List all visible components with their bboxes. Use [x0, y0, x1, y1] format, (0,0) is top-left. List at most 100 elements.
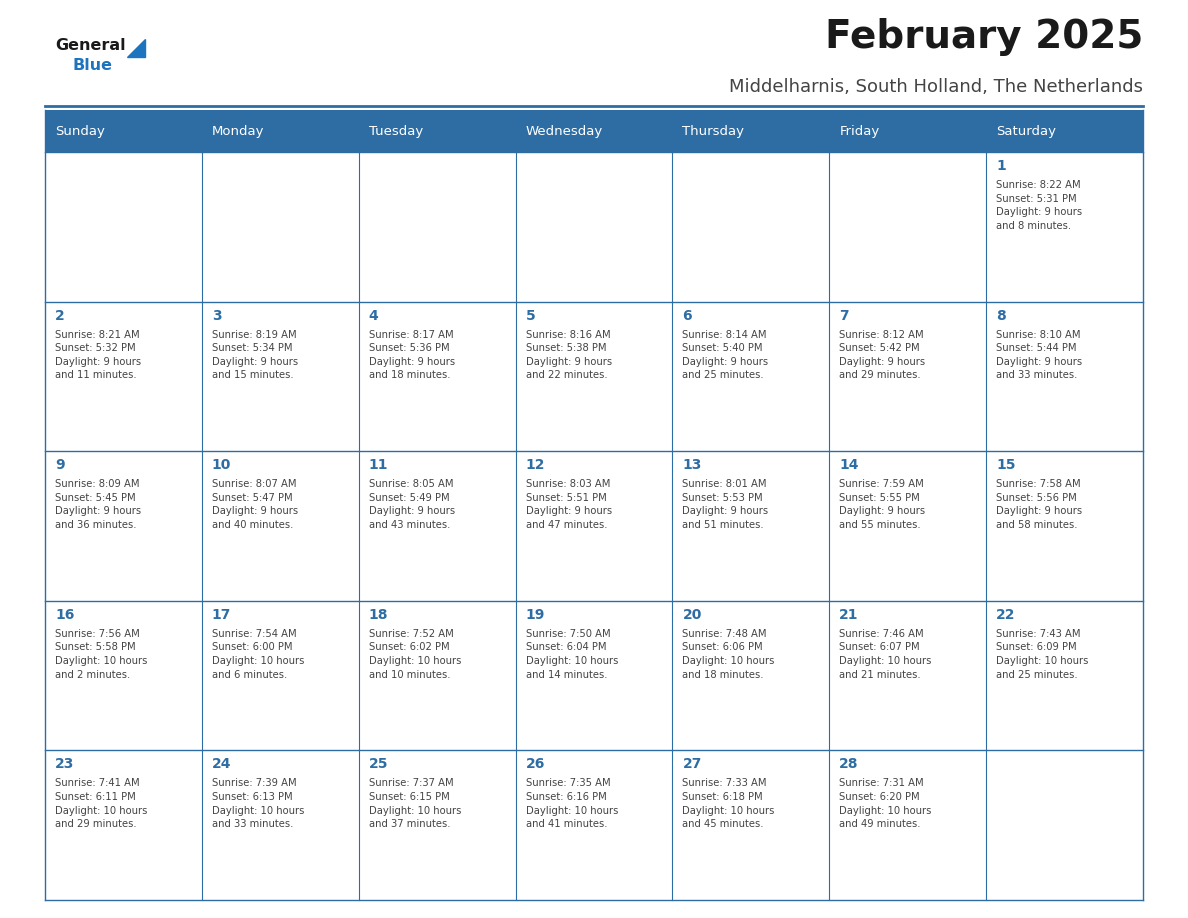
Bar [986, 750, 1143, 900]
Bar [45, 152, 202, 302]
Text: Sunrise: 7:35 AM
Sunset: 6:16 PM
Daylight: 10 hours
and 41 minutes.: Sunrise: 7:35 AM Sunset: 6:16 PM Dayligh… [525, 778, 618, 829]
Text: Sunrise: 8:17 AM
Sunset: 5:36 PM
Daylight: 9 hours
and 18 minutes.: Sunrise: 8:17 AM Sunset: 5:36 PM Dayligh… [368, 330, 455, 380]
Bar [829, 750, 986, 900]
Text: Sunrise: 7:41 AM
Sunset: 6:11 PM
Daylight: 10 hours
and 29 minutes.: Sunrise: 7:41 AM Sunset: 6:11 PM Dayligh… [55, 778, 147, 829]
Bar [202, 750, 359, 900]
Bar [359, 600, 516, 750]
Text: Sunrise: 7:46 AM
Sunset: 6:07 PM
Daylight: 10 hours
and 21 minutes.: Sunrise: 7:46 AM Sunset: 6:07 PM Dayligh… [839, 629, 931, 679]
Text: Sunrise: 7:31 AM
Sunset: 6:20 PM
Daylight: 10 hours
and 49 minutes.: Sunrise: 7:31 AM Sunset: 6:20 PM Dayligh… [839, 778, 931, 829]
Text: February 2025: February 2025 [824, 18, 1143, 56]
Bar [986, 110, 1143, 152]
Bar [516, 452, 672, 600]
Text: Sunrise: 8:09 AM
Sunset: 5:45 PM
Daylight: 9 hours
and 36 minutes.: Sunrise: 8:09 AM Sunset: 5:45 PM Dayligh… [55, 479, 141, 530]
Text: 14: 14 [839, 458, 859, 472]
Bar [359, 152, 516, 302]
Text: 26: 26 [525, 757, 545, 771]
Text: Sunrise: 8:07 AM
Sunset: 5:47 PM
Daylight: 9 hours
and 40 minutes.: Sunrise: 8:07 AM Sunset: 5:47 PM Dayligh… [211, 479, 298, 530]
Text: Thursday: Thursday [682, 125, 745, 138]
Bar [672, 600, 829, 750]
Bar [829, 110, 986, 152]
Bar [202, 152, 359, 302]
Text: 4: 4 [368, 308, 379, 322]
Bar [202, 302, 359, 452]
Text: Sunrise: 7:43 AM
Sunset: 6:09 PM
Daylight: 10 hours
and 25 minutes.: Sunrise: 7:43 AM Sunset: 6:09 PM Dayligh… [997, 629, 1088, 679]
Text: 2: 2 [55, 308, 65, 322]
Text: Tuesday: Tuesday [368, 125, 423, 138]
Bar [45, 600, 202, 750]
Text: 7: 7 [839, 308, 849, 322]
Bar [672, 302, 829, 452]
Text: 16: 16 [55, 608, 75, 621]
Bar [829, 600, 986, 750]
Bar [986, 152, 1143, 302]
Bar [45, 750, 202, 900]
Text: Sunrise: 7:52 AM
Sunset: 6:02 PM
Daylight: 10 hours
and 10 minutes.: Sunrise: 7:52 AM Sunset: 6:02 PM Dayligh… [368, 629, 461, 679]
Bar [45, 110, 202, 152]
Bar [516, 302, 672, 452]
Text: 17: 17 [211, 608, 232, 621]
Bar [672, 750, 829, 900]
Text: Middelharnis, South Holland, The Netherlands: Middelharnis, South Holland, The Netherl… [729, 78, 1143, 96]
Bar [359, 302, 516, 452]
Bar [986, 452, 1143, 600]
Bar [829, 452, 986, 600]
Text: Sunrise: 8:12 AM
Sunset: 5:42 PM
Daylight: 9 hours
and 29 minutes.: Sunrise: 8:12 AM Sunset: 5:42 PM Dayligh… [839, 330, 925, 380]
Bar [516, 600, 672, 750]
Text: Sunrise: 7:59 AM
Sunset: 5:55 PM
Daylight: 9 hours
and 55 minutes.: Sunrise: 7:59 AM Sunset: 5:55 PM Dayligh… [839, 479, 925, 530]
Bar [516, 152, 672, 302]
Text: Sunrise: 8:01 AM
Sunset: 5:53 PM
Daylight: 9 hours
and 51 minutes.: Sunrise: 8:01 AM Sunset: 5:53 PM Dayligh… [682, 479, 769, 530]
Bar [202, 110, 359, 152]
Bar [672, 110, 829, 152]
Text: Sunrise: 8:14 AM
Sunset: 5:40 PM
Daylight: 9 hours
and 25 minutes.: Sunrise: 8:14 AM Sunset: 5:40 PM Dayligh… [682, 330, 769, 380]
Bar [672, 452, 829, 600]
Text: 8: 8 [997, 308, 1006, 322]
Bar [829, 152, 986, 302]
Text: Sunrise: 7:50 AM
Sunset: 6:04 PM
Daylight: 10 hours
and 14 minutes.: Sunrise: 7:50 AM Sunset: 6:04 PM Dayligh… [525, 629, 618, 679]
Text: 3: 3 [211, 308, 221, 322]
Text: 11: 11 [368, 458, 388, 472]
Text: 6: 6 [682, 308, 693, 322]
Text: 20: 20 [682, 608, 702, 621]
Text: Sunrise: 7:58 AM
Sunset: 5:56 PM
Daylight: 9 hours
and 58 minutes.: Sunrise: 7:58 AM Sunset: 5:56 PM Dayligh… [997, 479, 1082, 530]
Text: Sunrise: 7:39 AM
Sunset: 6:13 PM
Daylight: 10 hours
and 33 minutes.: Sunrise: 7:39 AM Sunset: 6:13 PM Dayligh… [211, 778, 304, 829]
Bar [359, 452, 516, 600]
Bar [672, 152, 829, 302]
Text: 15: 15 [997, 458, 1016, 472]
Text: 9: 9 [55, 458, 64, 472]
Text: General: General [55, 38, 126, 53]
Text: 25: 25 [368, 757, 388, 771]
Bar [986, 302, 1143, 452]
Bar [45, 302, 202, 452]
Text: Monday: Monday [211, 125, 265, 138]
Text: 28: 28 [839, 757, 859, 771]
Text: Sunrise: 8:10 AM
Sunset: 5:44 PM
Daylight: 9 hours
and 33 minutes.: Sunrise: 8:10 AM Sunset: 5:44 PM Dayligh… [997, 330, 1082, 380]
Text: Sunrise: 8:21 AM
Sunset: 5:32 PM
Daylight: 9 hours
and 11 minutes.: Sunrise: 8:21 AM Sunset: 5:32 PM Dayligh… [55, 330, 141, 380]
Text: 24: 24 [211, 757, 232, 771]
Text: 19: 19 [525, 608, 545, 621]
Text: Sunrise: 8:05 AM
Sunset: 5:49 PM
Daylight: 9 hours
and 43 minutes.: Sunrise: 8:05 AM Sunset: 5:49 PM Dayligh… [368, 479, 455, 530]
Polygon shape [127, 39, 145, 57]
Text: Sunrise: 7:33 AM
Sunset: 6:18 PM
Daylight: 10 hours
and 45 minutes.: Sunrise: 7:33 AM Sunset: 6:18 PM Dayligh… [682, 778, 775, 829]
Text: Sunrise: 7:48 AM
Sunset: 6:06 PM
Daylight: 10 hours
and 18 minutes.: Sunrise: 7:48 AM Sunset: 6:06 PM Dayligh… [682, 629, 775, 679]
Text: Sunrise: 7:54 AM
Sunset: 6:00 PM
Daylight: 10 hours
and 6 minutes.: Sunrise: 7:54 AM Sunset: 6:00 PM Dayligh… [211, 629, 304, 679]
Text: 13: 13 [682, 458, 702, 472]
Text: Sunrise: 8:03 AM
Sunset: 5:51 PM
Daylight: 9 hours
and 47 minutes.: Sunrise: 8:03 AM Sunset: 5:51 PM Dayligh… [525, 479, 612, 530]
Text: 12: 12 [525, 458, 545, 472]
Text: 27: 27 [682, 757, 702, 771]
Bar [359, 110, 516, 152]
Bar [45, 452, 202, 600]
Bar [359, 750, 516, 900]
Text: Sunrise: 8:19 AM
Sunset: 5:34 PM
Daylight: 9 hours
and 15 minutes.: Sunrise: 8:19 AM Sunset: 5:34 PM Dayligh… [211, 330, 298, 380]
Text: Sunrise: 8:22 AM
Sunset: 5:31 PM
Daylight: 9 hours
and 8 minutes.: Sunrise: 8:22 AM Sunset: 5:31 PM Dayligh… [997, 180, 1082, 230]
Text: 5: 5 [525, 308, 536, 322]
Bar [516, 750, 672, 900]
Text: 23: 23 [55, 757, 75, 771]
Text: Saturday: Saturday [997, 125, 1056, 138]
Text: 21: 21 [839, 608, 859, 621]
Text: Sunrise: 8:16 AM
Sunset: 5:38 PM
Daylight: 9 hours
and 22 minutes.: Sunrise: 8:16 AM Sunset: 5:38 PM Dayligh… [525, 330, 612, 380]
Text: Sunrise: 7:37 AM
Sunset: 6:15 PM
Daylight: 10 hours
and 37 minutes.: Sunrise: 7:37 AM Sunset: 6:15 PM Dayligh… [368, 778, 461, 829]
Text: Wednesday: Wednesday [525, 125, 602, 138]
Text: Sunday: Sunday [55, 125, 105, 138]
Text: Friday: Friday [839, 125, 879, 138]
Text: 1: 1 [997, 159, 1006, 173]
